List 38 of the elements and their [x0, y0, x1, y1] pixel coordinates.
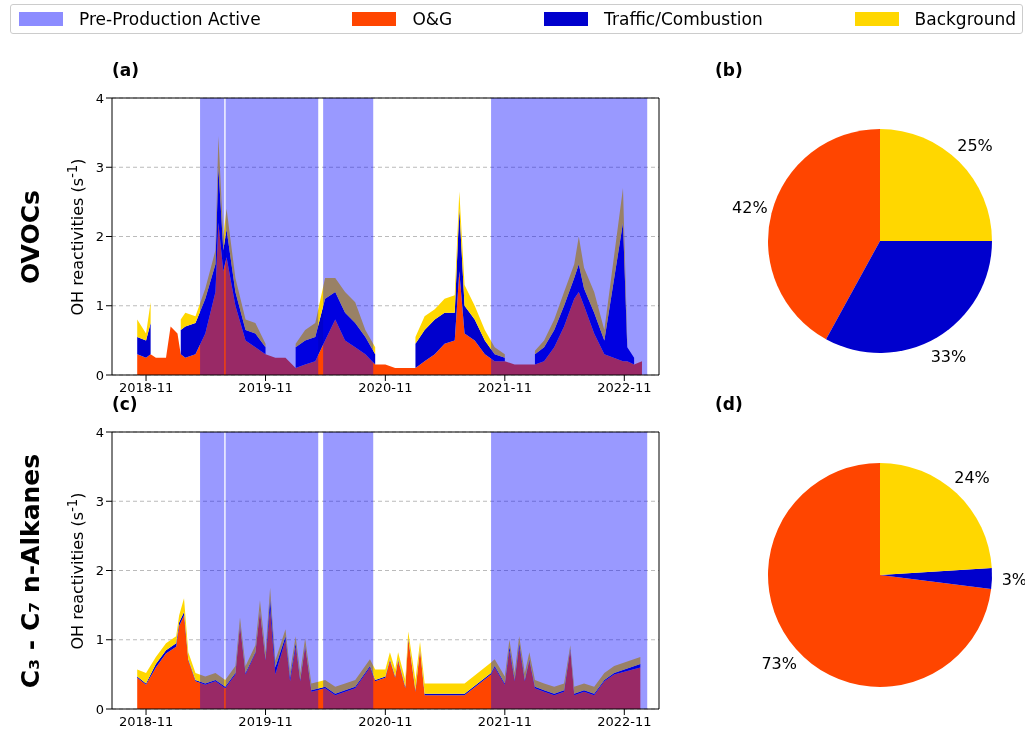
legend-label: Pre-Production Active [79, 9, 261, 29]
x-tick-label: 2022-11 [597, 714, 652, 730]
y-tick-label: 0 [95, 367, 104, 383]
y-tick-label: 1 [95, 632, 104, 648]
y-tick-label: 3 [95, 493, 104, 509]
x-tick-label: 2021-11 [477, 714, 532, 730]
text: OVOCs [15, 189, 45, 284]
x-tick-label: 2021-11 [477, 380, 532, 396]
chart-title: (b) [715, 60, 743, 80]
y-tick-label: 4 [95, 424, 104, 440]
x-tick-label: 2018-11 [118, 380, 174, 396]
x-tick-label: 2020-11 [358, 714, 413, 730]
data-label: 24% [954, 467, 990, 487]
y-tick-label: 2 [95, 563, 104, 579]
text: C₃ - C₇ n-Alkanes [15, 453, 45, 688]
pie-slice [768, 129, 880, 340]
pie-slice [880, 463, 992, 575]
x-tick-label: 2020-11 [358, 380, 413, 396]
legend-label: Background [914, 9, 1016, 29]
chart-title: (a) [112, 60, 140, 80]
chart-title: (c) [112, 394, 138, 414]
data-label: 25% [957, 136, 993, 156]
chart-title: (d) [715, 394, 743, 414]
y-tick-label: 2 [95, 229, 104, 245]
x-tick-label: 2018-11 [118, 714, 174, 730]
y-tick-label: 0 [95, 701, 104, 717]
x-tick-label: 2022-11 [597, 380, 652, 396]
y-tick-label: 3 [95, 159, 104, 175]
y-tick-label: 4 [95, 90, 104, 106]
legend-label: Traffic/Combustion [604, 9, 763, 29]
data-label: 33% [930, 347, 967, 367]
data-label: 42% [732, 198, 768, 218]
legend-label: O&G [412, 9, 453, 29]
x-tick-label: 2019-11 [238, 714, 293, 730]
x-tick-label: 2019-11 [238, 380, 293, 396]
y-tick-label: 1 [95, 298, 104, 314]
pie-slice [880, 129, 992, 241]
data-label: 73% [761, 654, 797, 674]
